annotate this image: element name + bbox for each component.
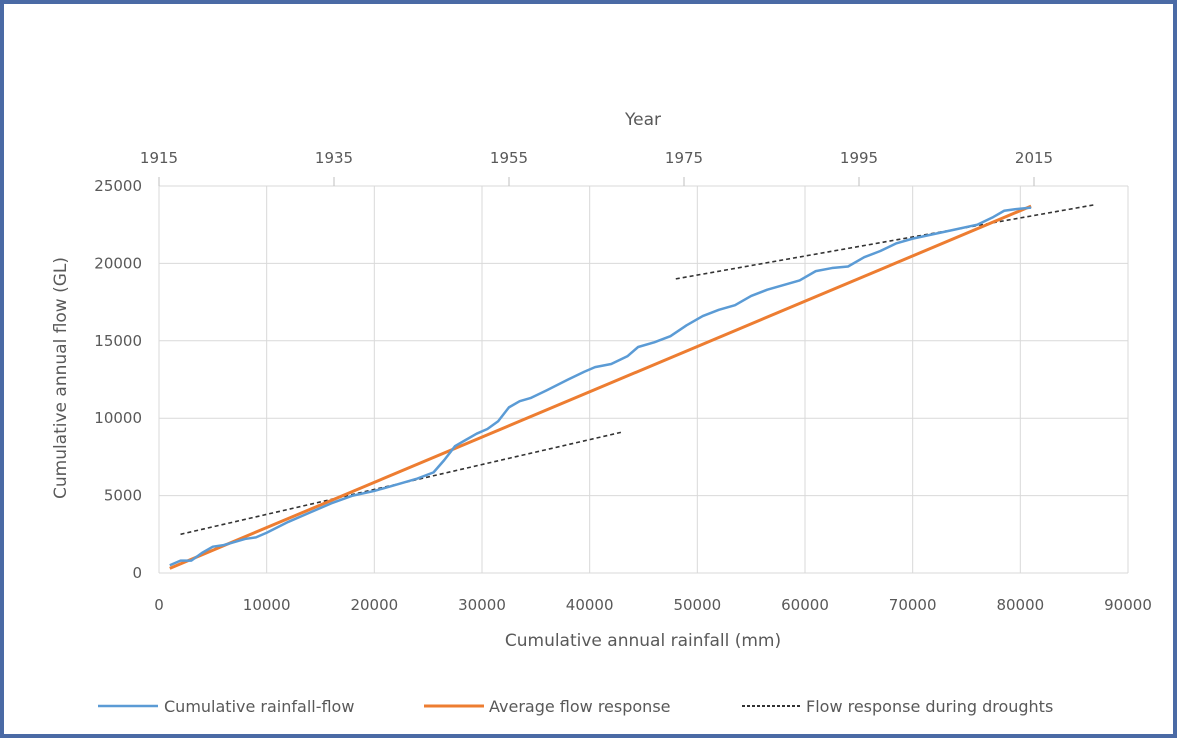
x-tick-label: 20000 [350, 596, 398, 614]
legend-label-cumulative: Cumulative rainfall-flow [164, 697, 354, 716]
y-tick-label: 10000 [94, 409, 142, 427]
x-tick-labels: 0 10000 20000 30000 40000 50000 60000 70000 8000… [154, 596, 1152, 614]
year-tick-label: 1915 [140, 149, 178, 167]
year-tick-label: 1955 [490, 149, 528, 167]
average-line-group [169, 204, 1032, 570]
x-tick-label: 90000 [1104, 596, 1152, 614]
y-tick-label: 25000 [94, 177, 142, 195]
y-tick-label: 5000 [104, 487, 142, 505]
x-tick-label: 30000 [458, 596, 506, 614]
average-flow-line [169, 204, 1032, 570]
y-axis-title: Cumulative annual flow (GL) [51, 257, 71, 499]
grid [158, 185, 1129, 574]
year-tick-label: 1935 [315, 149, 353, 167]
cumulative-line-group [169, 206, 1032, 567]
x-tick-label: 60000 [781, 596, 829, 614]
x-tick-label: 0 [154, 596, 164, 614]
year-tick-label: 1995 [840, 149, 878, 167]
x-tick-label: 10000 [243, 596, 291, 614]
year-tick-label: 2015 [1015, 149, 1053, 167]
top-axis-title: Year [624, 110, 661, 130]
x-tick-label: 70000 [889, 596, 937, 614]
drought-trend-line [675, 203, 1096, 280]
year-tick-label: 1975 [665, 149, 703, 167]
x-tick-label: 80000 [996, 596, 1044, 614]
y-tick-label: 20000 [94, 254, 142, 272]
legend-label-drought: Flow response during droughts [806, 697, 1053, 716]
y-tick-label: 15000 [94, 332, 142, 350]
x-axis-title: Cumulative annual rainfall (mm) [505, 631, 781, 651]
y-tick-label: 0 [132, 564, 142, 582]
year-tick-labels: 1915 1935 1955 1975 1995 2015 [140, 149, 1053, 186]
x-tick-label: 50000 [673, 596, 721, 614]
x-tick-label: 40000 [566, 596, 614, 614]
y-tick-labels: 0 5000 10000 15000 20000 25000 [94, 177, 142, 582]
legend: Cumulative rainfall-flow Average flow re… [98, 697, 1053, 716]
cumulative-flow-line [169, 206, 1032, 567]
legend-label-average: Average flow response [489, 697, 671, 716]
drought-lines [180, 203, 1096, 536]
